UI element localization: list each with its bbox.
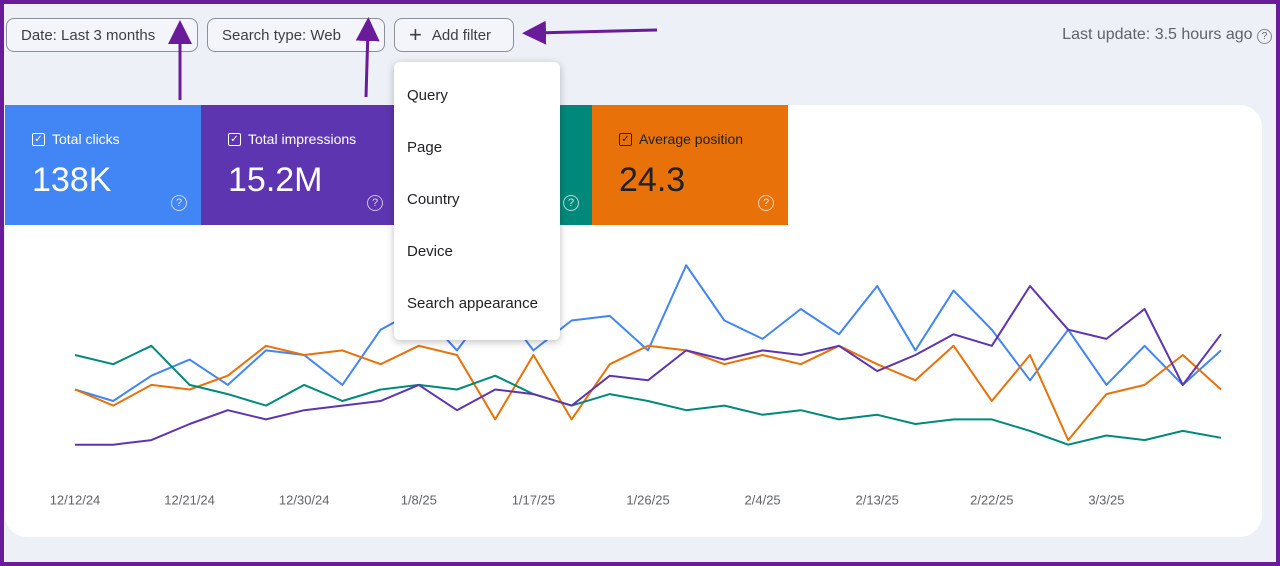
help-icon[interactable]: ? bbox=[563, 195, 579, 211]
x-tick-label: 12/21/24 bbox=[164, 492, 215, 507]
date-filter[interactable]: Date: Last 3 months bbox=[6, 18, 198, 52]
help-icon[interactable]: ? bbox=[171, 195, 187, 211]
card-label: Average position bbox=[639, 131, 744, 147]
checkbox[interactable]: ✓ bbox=[619, 132, 632, 146]
metric-card[interactable]: ✓ Average position 24.3 ? bbox=[592, 105, 788, 225]
add-filter[interactable]: + Add filter bbox=[394, 18, 514, 52]
search-type-filter[interactable]: Search type: Web bbox=[207, 18, 385, 52]
card-value: 138K bbox=[32, 161, 112, 199]
add-filter-label: Add filter bbox=[431, 26, 492, 44]
menu-item[interactable]: Search appearance bbox=[407, 295, 538, 312]
checkbox[interactable]: ✓ bbox=[228, 132, 241, 146]
x-tick-label: 12/12/24 bbox=[50, 492, 101, 507]
menu-item[interactable]: Device bbox=[407, 243, 453, 260]
metric-card[interactable]: ✓ Total impressions 15.2M ? bbox=[201, 105, 397, 225]
series-line bbox=[75, 285, 1222, 446]
last-update: Last update: 3.5 hours ago ? bbox=[1062, 26, 1272, 44]
checkbox[interactable]: ✓ bbox=[32, 132, 45, 146]
card-value: 24.3 bbox=[619, 161, 686, 199]
x-tick-label: 2/13/25 bbox=[856, 492, 899, 507]
help-icon[interactable]: ? bbox=[367, 195, 383, 211]
series-line bbox=[74, 344, 1222, 446]
menu-item[interactable]: Query bbox=[407, 87, 448, 104]
card-label: Total impressions bbox=[248, 131, 357, 147]
plus-icon: + bbox=[409, 22, 422, 47]
series-line bbox=[74, 264, 1222, 402]
series-line bbox=[74, 344, 1222, 442]
menu-item[interactable]: Page bbox=[407, 139, 443, 156]
card-value: 15.2M bbox=[228, 161, 323, 199]
help-icon[interactable]: ? bbox=[1257, 29, 1272, 44]
x-tick-label: 1/26/25 bbox=[626, 492, 669, 507]
metric-card[interactable]: ✓ Total clicks 138K ? bbox=[5, 105, 201, 225]
date-filter-label: Date: Last 3 months bbox=[21, 26, 156, 44]
x-tick-label: 2/4/25 bbox=[745, 492, 781, 507]
help-icon[interactable]: ? bbox=[758, 195, 774, 211]
x-tick-label: 1/17/25 bbox=[512, 492, 555, 507]
x-tick-label: 1/8/25 bbox=[401, 492, 437, 507]
menu-item[interactable]: Country bbox=[407, 191, 460, 208]
search-type-label: Search type: Web bbox=[222, 26, 341, 44]
x-tick-label: 12/30/24 bbox=[279, 492, 330, 507]
x-tick-label: 2/22/25 bbox=[970, 492, 1013, 507]
last-update-text: Last update: 3.5 hours ago bbox=[1062, 26, 1253, 43]
card-label: Total clicks bbox=[52, 131, 120, 147]
filter-menu: Query Page Country Device Search appeara… bbox=[394, 62, 560, 340]
x-tick-label: 3/3/25 bbox=[1088, 492, 1124, 507]
